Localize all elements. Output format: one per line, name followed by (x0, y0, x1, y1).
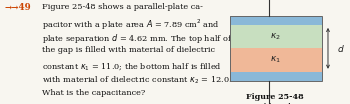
Text: Figure 25-48 shows a parallel-plate ca-: Figure 25-48 shows a parallel-plate ca- (42, 3, 203, 11)
Text: plate separation $d$ = 4.62 mm. The top half of: plate separation $d$ = 4.62 mm. The top … (42, 32, 232, 45)
Text: →→49: →→49 (5, 3, 32, 12)
Text: constant $\kappa_1$ = 11.0; the bottom half is filled: constant $\kappa_1$ = 11.0; the bottom h… (42, 61, 222, 72)
Text: Problem 49.: Problem 49. (250, 103, 300, 104)
Text: $\kappa_1$: $\kappa_1$ (270, 55, 281, 65)
Text: Figure 25-48: Figure 25-48 (246, 93, 304, 101)
Bar (230, 25, 322, 48)
Bar (230, 72, 322, 81)
Text: $\kappa_2$: $\kappa_2$ (270, 31, 281, 42)
Text: the gap is filled with material of dielectric: the gap is filled with material of diele… (42, 46, 215, 54)
Bar (230, 16, 322, 81)
Bar (230, 16, 322, 25)
Bar (230, 48, 322, 72)
Text: $d$: $d$ (337, 43, 345, 54)
Text: pacitor with a plate area $A$ = 7.89 cm$^2$ and: pacitor with a plate area $A$ = 7.89 cm$… (42, 17, 219, 32)
Text: with material of dielectric constant $\kappa_2$ = 12.0.: with material of dielectric constant $\k… (42, 75, 232, 86)
Text: What is the capacitance?: What is the capacitance? (42, 89, 145, 97)
